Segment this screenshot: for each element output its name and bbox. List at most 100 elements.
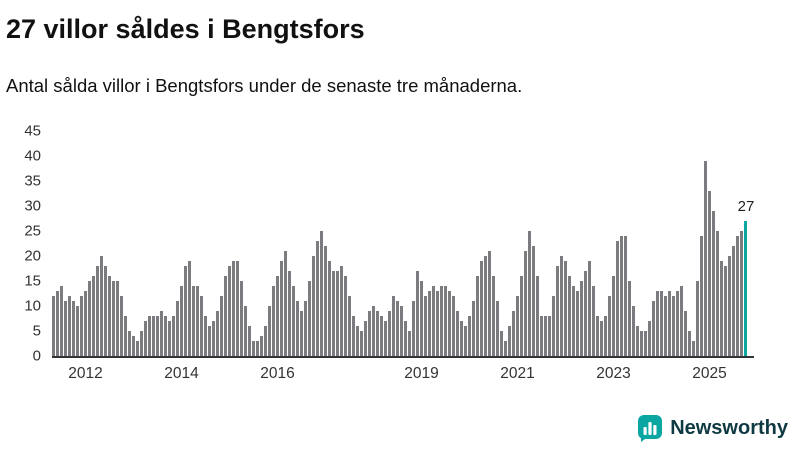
bar (228, 266, 231, 356)
bar (384, 321, 387, 356)
bar (312, 256, 315, 356)
bar (468, 316, 471, 356)
bar (436, 291, 439, 356)
bar (76, 306, 79, 356)
bar (592, 286, 595, 356)
bar (472, 301, 475, 356)
y-tick-label: 20 (24, 247, 41, 265)
bar (380, 316, 383, 356)
bar (100, 256, 103, 356)
bar (280, 261, 283, 356)
bar (144, 321, 147, 356)
x-tick-label: 2012 (68, 365, 103, 382)
bar (568, 276, 571, 356)
plot-area: 27 (52, 131, 754, 358)
bar (652, 301, 655, 356)
bar (448, 291, 451, 356)
bar (284, 251, 287, 356)
bar (496, 301, 499, 356)
bar (532, 246, 535, 356)
bar (304, 301, 307, 356)
bar (160, 311, 163, 356)
bar (428, 291, 431, 356)
bar (552, 296, 555, 356)
chart-subtitle: Antal sålda villor i Bengtsfors under de… (6, 75, 523, 96)
newsworthy-logo-icon (638, 415, 663, 442)
bar (152, 316, 155, 356)
bar (700, 236, 703, 356)
bar (720, 261, 723, 356)
bar (624, 236, 627, 356)
bar (688, 331, 691, 356)
bar (220, 296, 223, 356)
bar (368, 311, 371, 356)
y-tick-label: 35 (24, 172, 41, 190)
bar (684, 311, 687, 356)
bar (360, 331, 363, 356)
bar (716, 231, 719, 356)
bar (452, 296, 455, 356)
y-tick-label: 15 (24, 272, 41, 290)
x-tick-label: 2023 (596, 365, 631, 382)
bar (712, 211, 715, 356)
bar (620, 236, 623, 356)
bar (664, 296, 667, 356)
x-axis: 2012 2014 2016 2019 2021 2023 2025 (52, 366, 754, 386)
bar (68, 296, 71, 356)
bar (164, 316, 167, 356)
bar (404, 321, 407, 356)
bar (208, 326, 211, 356)
bar (732, 246, 735, 356)
bar (520, 276, 523, 356)
bar (244, 306, 247, 356)
bar (340, 266, 343, 356)
bar (92, 276, 95, 356)
bar (196, 286, 199, 356)
x-tick-label: 2016 (260, 365, 295, 382)
bar (512, 311, 515, 356)
bar (56, 291, 59, 356)
y-tick-label: 5 (32, 322, 41, 340)
bar (632, 306, 635, 356)
x-tick-label: 2019 (404, 365, 439, 382)
bar (268, 306, 271, 356)
bar (116, 281, 119, 356)
bar (488, 251, 491, 356)
bar (412, 301, 415, 356)
bar (248, 326, 251, 356)
bar (252, 341, 255, 356)
bar (708, 191, 711, 356)
bar (316, 241, 319, 356)
bar (680, 286, 683, 356)
y-axis: 0 5 10 15 20 25 30 35 40 45 (6, 124, 46, 364)
bar (104, 266, 107, 356)
bar (604, 316, 607, 356)
bar (584, 271, 587, 356)
bar (84, 291, 87, 356)
bar (540, 316, 543, 356)
bar (544, 316, 547, 356)
bar (524, 251, 527, 356)
bar (580, 281, 583, 356)
bar (548, 316, 551, 356)
bar (556, 266, 559, 356)
bar (200, 296, 203, 356)
bar (344, 276, 347, 356)
bar (212, 321, 215, 356)
bar (500, 331, 503, 356)
bar (644, 331, 647, 356)
bar (656, 291, 659, 356)
chart-title: 27 villor såldes i Bengtsfors (6, 14, 365, 44)
bar (640, 331, 643, 356)
bar (740, 231, 743, 356)
bar (400, 306, 403, 356)
bar (120, 296, 123, 356)
bar (692, 341, 695, 356)
bar (232, 261, 235, 356)
bar (336, 271, 339, 356)
bar (484, 256, 487, 356)
bar (352, 316, 355, 356)
bar (328, 261, 331, 356)
bar (96, 266, 99, 356)
bar (560, 256, 563, 356)
